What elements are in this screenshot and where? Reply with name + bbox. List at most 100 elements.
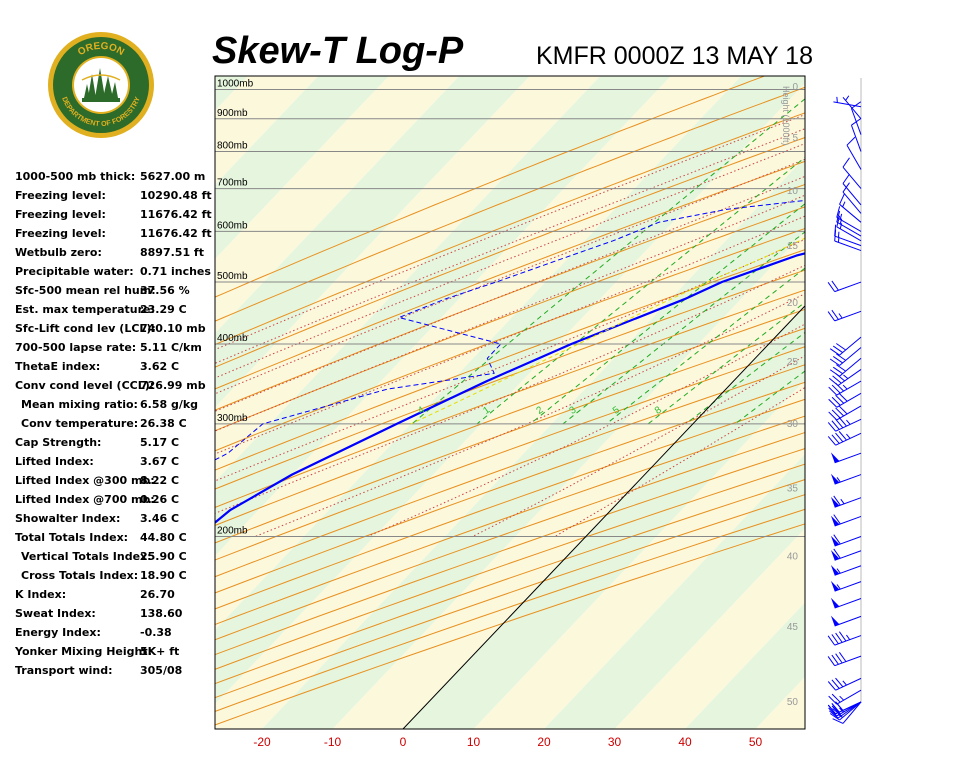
wind-barb <box>830 615 862 627</box>
index-label: Showalter Index: <box>15 512 121 525</box>
temperature-tick-label: 40 <box>678 735 692 749</box>
index-value: 0.26 C <box>140 493 180 506</box>
index-row: Freezing level: 10290.48 ft <box>15 187 215 206</box>
wind-barb <box>850 118 862 152</box>
wind-barb <box>827 701 862 715</box>
index-row: Vertical Totals Index: 25.90 C <box>15 548 215 567</box>
index-label: Freezing level: <box>15 208 106 221</box>
index-value: 726.99 mb <box>140 379 206 392</box>
dry-adiabat <box>215 327 805 544</box>
dry-adiabat <box>215 308 805 526</box>
temperature-tick-label: 20 <box>537 735 551 749</box>
index-value: -0.38 <box>140 626 172 639</box>
index-row: K Index: 26.70 <box>15 586 215 605</box>
index-label: Est. max temperature: <box>15 303 155 316</box>
dry-adiabat <box>215 136 805 368</box>
index-label: Mean mixing ratio: <box>21 398 138 411</box>
wind-barb <box>850 101 862 135</box>
moist-adiabat <box>554 386 805 537</box>
height-tick-label: 10 <box>787 186 799 197</box>
dry-adiabat <box>215 160 805 390</box>
index-value: 11676.42 ft <box>140 208 212 221</box>
wind-barb <box>829 347 862 366</box>
dry-adiabat <box>215 269 805 490</box>
index-value: 37.56 % <box>140 284 190 297</box>
temperature-tick-label: 30 <box>608 735 622 749</box>
temperature-tick-label: 10 <box>467 735 481 749</box>
isotherm-band <box>473 380 805 729</box>
index-label: Cap Strength: <box>15 436 102 449</box>
svg-text:OREGON: OREGON <box>76 41 126 58</box>
index-value: 18.90 C <box>140 569 187 582</box>
dewpoint-trace <box>215 199 805 461</box>
wind-barb <box>830 565 862 576</box>
index-label: Freezing level: <box>15 227 106 240</box>
isotherm-band <box>544 454 805 729</box>
height-tick-label: 20 <box>787 298 799 309</box>
isotherm-band <box>332 231 805 729</box>
index-row: Cross Totals Index: 18.90 C <box>15 567 215 586</box>
index-value: 305/08 <box>140 664 183 677</box>
temperature-tick-label: -10 <box>324 735 342 749</box>
dry-adiabat <box>215 206 805 432</box>
index-row: Precipitable water: 0.71 inches <box>15 263 215 282</box>
dry-adiabat <box>215 249 805 471</box>
index-row: Lifted Index @300 mb: 8.22 C <box>15 472 215 491</box>
wind-barb <box>827 309 862 322</box>
mixing-ratio-label: 5 <box>611 404 622 416</box>
dry-adiabat <box>215 463 805 670</box>
index-label: Cross Totals Index: <box>21 569 139 582</box>
wind-barb <box>828 392 862 408</box>
wind-barb <box>834 224 862 247</box>
index-row: Transport wind: 305/08 <box>15 662 215 681</box>
index-row: Total Totals Index: 44.80 C <box>15 529 215 548</box>
index-row: Sfc-Lift cond lev (LCL): 740.10 mb <box>15 320 215 339</box>
height-tick-label: 25 <box>787 357 799 368</box>
index-row: 700-500 lapse rate: 5.11 C/km <box>15 339 215 358</box>
index-label: Wetbulb zero: <box>15 246 102 259</box>
chart-title: Skew-T Log-P <box>212 30 464 72</box>
isotherm-band <box>215 76 805 705</box>
index-label: Lifted Index @700 mb: <box>15 493 155 506</box>
dry-adiabat <box>215 112 805 346</box>
logo-top-text: OREGON <box>76 41 126 58</box>
index-row: Mean mixing ratio: 6.58 g/kg <box>15 396 215 415</box>
wind-barb <box>830 473 862 485</box>
pressure-label: 800mb <box>217 141 248 152</box>
dry-adiabat <box>215 448 805 656</box>
dry-adiabat <box>215 289 805 508</box>
wind-barb <box>829 336 862 356</box>
height-tick-label: 15 <box>787 241 799 252</box>
wind-barb <box>827 417 862 432</box>
pressure-label: 400mb <box>217 333 248 344</box>
height-tick-label: 45 <box>787 622 799 633</box>
station-time-label: KMFR 0000Z 13 MAY 18 <box>536 42 813 70</box>
height-tick-label: 30 <box>787 419 799 430</box>
wind-barb <box>830 580 862 592</box>
height-tick-label: 0 <box>792 82 798 93</box>
index-value: 26.70 <box>140 588 175 601</box>
index-label: Conv temperature: <box>21 417 139 430</box>
dry-adiabat <box>215 381 805 594</box>
index-row: Lifted Index @700 mb: 0.26 C <box>15 491 215 510</box>
wind-barb <box>828 689 862 705</box>
pressure-label: 300mb <box>217 413 248 424</box>
index-row: Conv temperature: 26.38 C <box>15 415 215 434</box>
wind-barb <box>827 431 862 446</box>
index-label: 1000-500 mb thick: <box>15 170 136 183</box>
index-value: 10290.48 ft <box>140 189 212 202</box>
wind-barb <box>830 534 862 547</box>
index-label: Energy Index: <box>15 626 101 639</box>
index-label: Vertical Totals Index: <box>21 550 152 563</box>
index-value: 5K+ ft <box>140 645 180 658</box>
height-tick-label: 5 <box>792 133 798 144</box>
moist-adiabat <box>215 128 805 364</box>
mixing-ratio-line <box>562 231 805 425</box>
pressure-label: 700mb <box>217 178 248 189</box>
index-value: 25.90 C <box>140 550 187 563</box>
index-value: 44.80 C <box>140 531 187 544</box>
index-value: 5627.00 m <box>140 170 206 183</box>
pressure-label: 900mb <box>217 108 248 119</box>
index-value: 11676.42 ft <box>140 227 212 240</box>
